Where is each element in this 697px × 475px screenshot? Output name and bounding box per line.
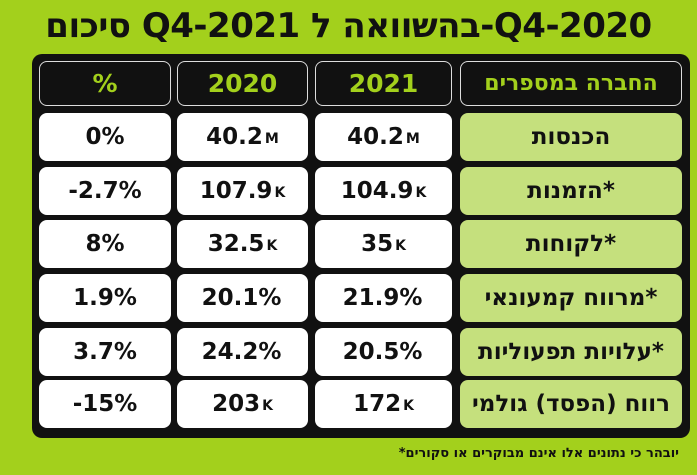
cell-2020-text: 24.2% bbox=[201, 339, 282, 365]
cell-label-text: רווח (הפסד) גולמי bbox=[471, 391, 671, 417]
cell-2020: 107.9 K bbox=[177, 167, 308, 215]
cell-2020-unit: K bbox=[262, 398, 273, 414]
cell-2021: 35 K bbox=[315, 220, 452, 268]
cell-2021-text: 20.5% bbox=[342, 339, 423, 365]
cell-percent-text: 1.9% bbox=[73, 285, 137, 311]
cell-2021-text: 172 bbox=[353, 391, 402, 417]
cell-label-text: לקוחות* bbox=[525, 231, 617, 257]
cell-label: הזמנות* bbox=[460, 167, 682, 215]
page-title: סיכום Q4-2021 בהשוואה ל-Q4-2020 bbox=[45, 6, 652, 46]
cell-2020: 24.2% bbox=[177, 328, 308, 376]
footnote: *יובהר כי נתונים אלו אינם מבוקרים או סקו… bbox=[398, 446, 679, 461]
cell-2021: 21.9% bbox=[315, 274, 452, 322]
cell-2021-text: 104.9 bbox=[340, 178, 414, 204]
cell-2020-unit: K bbox=[266, 238, 278, 254]
cell-label-text: הזמנות* bbox=[527, 178, 615, 204]
cell-percent: -2.7% bbox=[39, 167, 171, 215]
header-2021: 2021 bbox=[315, 61, 452, 106]
cell-label: רווח (הפסד) גולמי bbox=[460, 380, 682, 428]
cell-percent: 1.9% bbox=[39, 274, 171, 322]
cell-2021-unit: K bbox=[395, 238, 406, 254]
cell-2021-text: 40.2 bbox=[347, 124, 404, 150]
header-2020: 2020 bbox=[177, 61, 308, 106]
cell-percent: 8% bbox=[39, 220, 171, 268]
cell-2020-unit: M bbox=[264, 131, 279, 147]
cell-2020: 40.2 M bbox=[177, 113, 308, 161]
cell-2021: 40.2 M bbox=[315, 113, 452, 161]
cell-2021: 20.5% bbox=[315, 328, 452, 376]
cell-label: מרווח קמעונאי* bbox=[460, 274, 682, 322]
cell-2021: 104.9 K bbox=[315, 167, 452, 215]
cell-label-text: הכנסות bbox=[531, 124, 611, 150]
cell-2020-unit: K bbox=[274, 185, 286, 201]
cell-percent-text: 8% bbox=[85, 231, 125, 257]
cell-percent-text: 0% bbox=[85, 124, 125, 150]
cell-2021-unit: M bbox=[405, 131, 420, 147]
cell-2020-text: 40.2 bbox=[206, 124, 263, 150]
cell-2020-text: 107.9 bbox=[199, 178, 273, 204]
cell-percent-text: -2.7% bbox=[68, 178, 142, 204]
cell-2021-text: 21.9% bbox=[342, 285, 423, 311]
cell-2021: 172 K bbox=[315, 380, 452, 428]
cell-2020: 32.5 K bbox=[177, 220, 308, 268]
cell-percent: 3.7% bbox=[39, 328, 171, 376]
cell-2020: 203 K bbox=[177, 380, 308, 428]
cell-percent: 0% bbox=[39, 113, 171, 161]
cell-label: עלויות תפעוליות* bbox=[460, 328, 682, 376]
header-percent: % bbox=[39, 61, 171, 106]
cell-percent: -15% bbox=[39, 380, 171, 428]
header-label: החברה במספרים bbox=[460, 61, 682, 106]
cell-percent-text: 3.7% bbox=[73, 339, 137, 365]
summary-table: % 2020 2021 החברה במספרים 0% 40.2 M 40.2 M הכ… bbox=[32, 54, 690, 438]
cell-label-text: מרווח קמעונאי* bbox=[484, 285, 658, 311]
cell-label: לקוחות* bbox=[460, 220, 682, 268]
cell-percent-text: -15% bbox=[72, 391, 138, 417]
cell-2021-unit: K bbox=[403, 398, 414, 414]
cell-label: הכנסות bbox=[460, 113, 682, 161]
cell-2020: 20.1% bbox=[177, 274, 308, 322]
cell-2021-text: 35 bbox=[361, 231, 394, 257]
cell-2020-text: 203 bbox=[212, 391, 261, 417]
cell-2021-unit: K bbox=[415, 185, 427, 201]
cell-2020-text: 32.5 bbox=[207, 231, 265, 257]
cell-2020-text: 20.1% bbox=[201, 285, 282, 311]
cell-label-text: עלויות תפעוליות* bbox=[478, 339, 664, 365]
